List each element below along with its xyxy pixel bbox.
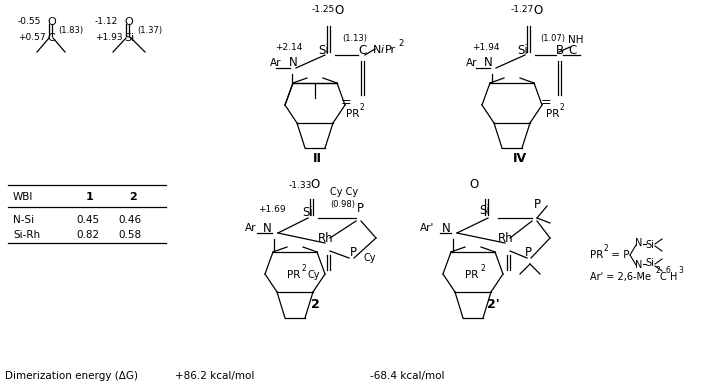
Text: Ar' = 2,6-Me: Ar' = 2,6-Me: [590, 272, 651, 282]
Text: +0.57: +0.57: [18, 34, 46, 43]
Text: Cy Cy: Cy Cy: [330, 187, 358, 197]
Text: NH: NH: [568, 35, 583, 45]
Text: O: O: [533, 4, 542, 16]
Text: PR: PR: [346, 109, 359, 119]
Text: 2: 2: [398, 39, 403, 48]
Text: N: N: [263, 222, 272, 234]
Text: +86.2 kcal/mol: +86.2 kcal/mol: [175, 371, 254, 381]
Text: O: O: [124, 17, 133, 27]
Text: IV: IV: [513, 151, 527, 165]
Text: Si: Si: [645, 258, 654, 268]
Text: PR: PR: [590, 250, 603, 260]
Text: -1.27: -1.27: [511, 5, 534, 14]
Text: 0.82: 0.82: [76, 230, 99, 240]
Text: WBI: WBI: [13, 192, 34, 202]
Text: -0.55: -0.55: [18, 18, 41, 27]
Text: 0.58: 0.58: [118, 230, 141, 240]
Text: H: H: [670, 272, 678, 282]
Text: 0.46: 0.46: [118, 215, 141, 225]
Text: P: P: [534, 199, 541, 211]
Text: Si: Si: [302, 206, 313, 220]
Text: 2: 2: [480, 264, 485, 273]
Text: +1.93: +1.93: [95, 34, 123, 43]
Text: (0.98): (0.98): [330, 200, 355, 209]
Text: N: N: [442, 222, 451, 234]
Text: Ar: Ar: [466, 58, 478, 68]
Text: C: C: [358, 44, 366, 57]
Text: Si: Si: [479, 204, 490, 216]
Text: = P: = P: [608, 250, 630, 260]
Text: P: P: [357, 202, 364, 214]
Text: C: C: [660, 272, 667, 282]
Text: 2: 2: [360, 103, 365, 112]
Text: P: P: [525, 245, 532, 259]
Text: +1.94: +1.94: [473, 43, 500, 51]
Text: =: =: [540, 96, 551, 110]
Text: -68.4 kcal/mol: -68.4 kcal/mol: [370, 371, 445, 381]
Text: 6: 6: [666, 266, 671, 275]
Text: -1.25: -1.25: [312, 5, 336, 14]
Text: -1.33: -1.33: [289, 181, 313, 190]
Text: N: N: [635, 238, 643, 248]
Text: Si: Si: [318, 44, 328, 57]
Text: N-Si: N-Si: [13, 215, 34, 225]
Text: 2: 2: [302, 264, 307, 273]
Text: O: O: [310, 179, 319, 191]
Text: i: i: [381, 45, 384, 55]
Text: C: C: [568, 44, 576, 57]
Text: (1.83): (1.83): [58, 25, 83, 34]
Text: O: O: [334, 4, 343, 16]
Text: (1.37): (1.37): [137, 25, 162, 34]
Text: 2: 2: [560, 103, 565, 112]
Text: 2': 2': [487, 298, 499, 312]
Text: N: N: [484, 57, 493, 69]
Text: Cy: Cy: [308, 270, 321, 280]
Text: PR: PR: [287, 270, 301, 280]
Text: N: N: [289, 57, 298, 69]
Text: N: N: [635, 260, 643, 270]
Text: (1.13): (1.13): [342, 34, 367, 43]
Text: 2: 2: [129, 192, 137, 202]
Text: Pr: Pr: [385, 45, 396, 55]
Text: +2.14: +2.14: [275, 43, 302, 51]
Text: P: P: [350, 245, 357, 259]
Text: 1: 1: [86, 192, 94, 202]
Text: =: =: [341, 96, 351, 110]
Text: Cy: Cy: [364, 253, 376, 263]
Text: O: O: [47, 17, 56, 27]
Text: Dimerization energy (ΔG): Dimerization energy (ΔG): [5, 371, 138, 381]
Text: 2: 2: [655, 266, 660, 275]
Text: 2: 2: [603, 244, 608, 253]
Text: Si: Si: [124, 33, 134, 43]
Text: 3: 3: [678, 266, 683, 275]
Text: Ar: Ar: [270, 58, 281, 68]
Text: N: N: [373, 45, 381, 55]
Text: Rh: Rh: [498, 232, 513, 245]
Text: Rh: Rh: [318, 232, 333, 245]
Text: Si: Si: [517, 44, 528, 57]
Text: Ar': Ar': [420, 223, 434, 233]
Text: Si: Si: [645, 240, 654, 250]
Text: II: II: [313, 151, 321, 165]
Text: +1.69: +1.69: [258, 206, 286, 214]
Text: 2: 2: [311, 298, 319, 312]
Text: B: B: [556, 44, 564, 57]
Text: Si-Rh: Si-Rh: [13, 230, 40, 240]
Text: O: O: [469, 179, 478, 191]
Text: PR: PR: [546, 109, 559, 119]
Text: 0.45: 0.45: [76, 215, 99, 225]
Text: Ar: Ar: [245, 223, 256, 233]
Text: C: C: [47, 33, 55, 43]
Text: -1.12: -1.12: [95, 18, 119, 27]
Text: (1.07): (1.07): [540, 34, 565, 43]
Text: PR: PR: [465, 270, 478, 280]
